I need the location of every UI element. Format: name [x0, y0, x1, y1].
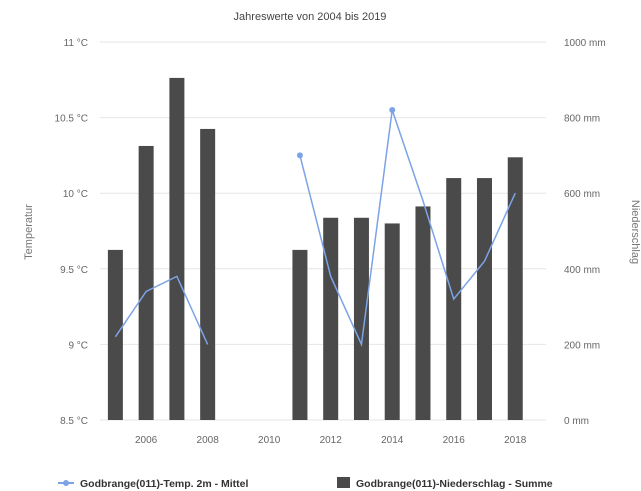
bar[interactable]	[415, 206, 431, 420]
bar[interactable]	[138, 145, 154, 420]
line-point[interactable]	[389, 107, 396, 114]
legend-line-marker	[63, 480, 69, 486]
x-tick-label: 2016	[443, 435, 466, 446]
bar[interactable]	[384, 223, 400, 420]
x-tick-label: 2012	[320, 435, 343, 446]
bar[interactable]	[353, 217, 369, 420]
left-tick-label: 11 °C	[64, 38, 88, 49]
bar[interactable]	[507, 157, 523, 421]
bar[interactable]	[200, 128, 216, 420]
x-axis-ticks: 2006 2008 2010 2012 2014 2016 2018	[135, 435, 527, 446]
left-tick-label: 10.5 °C	[55, 114, 88, 125]
legend-item-line[interactable]: Godbrange(011)-Temp. 2m - Mittel	[58, 478, 248, 490]
line-point[interactable]	[296, 152, 303, 159]
x-tick-label: 2010	[258, 435, 281, 446]
line-path	[114, 275, 209, 345]
x-tick-label: 2006	[135, 435, 158, 446]
line-series	[114, 107, 516, 348]
legend-item-bar[interactable]: Godbrange(011)-Niederschlag - Summe	[337, 477, 553, 490]
right-axis-ticks: 0 mm 200 mm 400 mm 600 mm 800 mm 1000 mm	[564, 38, 606, 427]
chart-title: Jahreswerte von 2004 bis 2019	[234, 11, 387, 23]
right-tick-label: 400 mm	[564, 265, 600, 276]
bar[interactable]	[292, 249, 308, 420]
left-tick-label: 8.5 °C	[60, 416, 88, 427]
legend-label-precipitation: Godbrange(011)-Niederschlag - Summe	[356, 478, 553, 490]
right-tick-label: 0 mm	[564, 416, 589, 427]
left-axis-title: Temperatur	[23, 204, 35, 260]
left-tick-label: 9 °C	[68, 340, 88, 351]
legend: Godbrange(011)-Temp. 2m - Mittel Godbran…	[58, 477, 553, 490]
right-axis-title: Niederschlag	[629, 200, 641, 264]
right-tick-label: 600 mm	[564, 189, 600, 200]
x-tick-label: 2008	[197, 435, 220, 446]
line-path	[299, 109, 516, 348]
left-axis-ticks: 8.5 °C 9 °C 9.5 °C 10 °C 10.5 °C 11 °C	[55, 38, 88, 427]
right-tick-label: 800 mm	[564, 114, 600, 125]
x-tick-label: 2014	[381, 435, 404, 446]
x-tick-label: 2018	[504, 435, 527, 446]
bar[interactable]	[169, 77, 185, 420]
left-tick-label: 10 °C	[63, 189, 88, 200]
legend-bar-swatch	[337, 477, 350, 488]
bar[interactable]	[476, 178, 492, 420]
left-tick-label: 9.5 °C	[60, 265, 88, 276]
bar[interactable]	[107, 249, 123, 420]
right-tick-label: 1000 mm	[564, 38, 606, 49]
bar[interactable]	[323, 217, 339, 420]
bar-series	[107, 77, 523, 421]
legend-label-temperature: Godbrange(011)-Temp. 2m - Mittel	[80, 478, 248, 490]
right-tick-label: 200 mm	[564, 340, 600, 351]
